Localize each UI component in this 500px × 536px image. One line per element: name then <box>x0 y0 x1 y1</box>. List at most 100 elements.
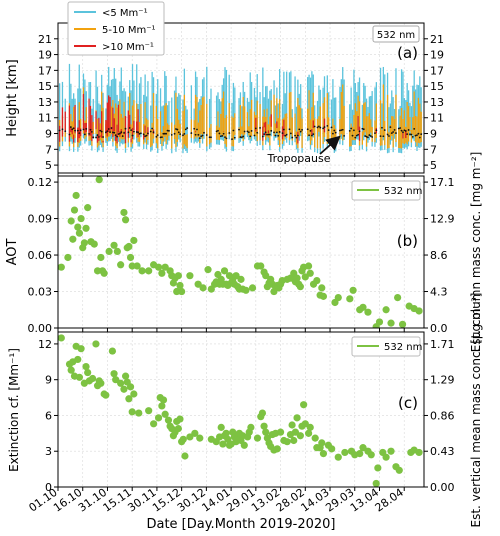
tropopause-dot <box>416 134 418 137</box>
tropopause-dot <box>392 131 395 133</box>
data-point <box>288 421 296 429</box>
panel-b-y-ticks: 0.00 0.0 0.03 4.3 0.06 8.6 0.09 12.9 0.12 17.1 <box>28 176 455 335</box>
tropopause-dot <box>179 133 182 136</box>
tropopause-dot <box>332 132 334 135</box>
tropopause-dot <box>82 128 85 131</box>
y-tick-label: 19 <box>38 49 52 62</box>
panel-c-points <box>58 334 423 487</box>
tropopause-dot <box>361 127 364 130</box>
tropopause-dot <box>281 132 284 135</box>
data-point <box>164 416 173 424</box>
tropopause-dot <box>100 130 103 133</box>
data-point <box>135 409 143 417</box>
data-point <box>82 362 90 371</box>
tropopause-dot <box>163 132 166 135</box>
x-tick-label: 28.04 <box>373 486 406 515</box>
tropopause-dot <box>166 129 169 132</box>
data-point <box>191 429 199 437</box>
tropopause-dot <box>142 133 145 136</box>
tropopause-dot <box>249 135 252 138</box>
data-point <box>158 269 166 277</box>
tropopause-dot <box>225 137 228 140</box>
data-point <box>84 204 92 212</box>
data-point <box>84 368 92 377</box>
panel-c-y-ticks: 0 0.00 3 0.43 6 0.86 9 1.29 12 1.71 <box>38 338 455 494</box>
data-point <box>240 441 248 449</box>
tropopause-dot <box>102 136 104 138</box>
data-point <box>75 373 84 381</box>
panel-c: 0 0.00 3 0.43 6 0.86 9 1.29 12 1.71 Extinction cf… <box>7 293 483 528</box>
data-point <box>108 347 117 355</box>
tropopause-dot <box>182 134 184 137</box>
data-point <box>128 262 136 270</box>
data-point <box>93 267 102 275</box>
data-point <box>154 263 163 271</box>
data-point <box>394 294 402 302</box>
tropopause-dot <box>222 132 225 135</box>
panel-c-ylabel-right: Est. vertical mean mass conc. [µg m⁻³] <box>469 293 483 528</box>
data-point <box>145 407 153 415</box>
panel-b-ylabel-right: Est. column mass conc. [mg m⁻²] <box>469 152 483 353</box>
data-point <box>319 450 328 458</box>
tropopause-dot <box>270 129 273 132</box>
tropopause-dot <box>131 134 134 137</box>
tropopause-dot <box>149 130 152 133</box>
tropopause-dot <box>374 132 376 135</box>
tropopause-dot <box>323 126 326 128</box>
panel-b-ylabel: AOT <box>5 239 20 266</box>
data-point <box>387 319 395 327</box>
data-point <box>318 439 326 447</box>
tropopause-dot <box>203 131 205 134</box>
data-point <box>97 253 105 262</box>
tropopause-dot <box>231 138 233 141</box>
tropopause-dot <box>165 132 168 135</box>
y-tick-label-right: 12.9 <box>430 213 455 226</box>
data-point <box>204 266 212 274</box>
tropopause-dot <box>151 127 154 130</box>
tropopause-dot <box>144 135 147 138</box>
y-tick-label-right: 21 <box>430 33 444 46</box>
data-point <box>74 223 82 231</box>
data-point <box>125 242 133 251</box>
tropopause-dot <box>99 129 102 132</box>
data-point <box>291 428 300 436</box>
panel-b-label: (b) <box>397 232 418 250</box>
legend-box <box>67 1 165 56</box>
data-point <box>100 269 108 277</box>
tropopause-dot <box>88 133 90 135</box>
data-point <box>72 191 80 200</box>
data-point <box>311 434 319 442</box>
data-point <box>273 445 281 453</box>
tropopause-dot <box>127 131 130 134</box>
data-point <box>186 433 194 441</box>
legend-label-mid: 5-10 Mm⁻¹ <box>102 25 156 36</box>
tropopause-dot <box>152 131 155 134</box>
wavelength-box <box>372 25 420 43</box>
data-point <box>120 208 128 217</box>
panel-a: 5 5 7 7 9 9 11 11 13 13 15 15 17 17 19 19 21 21 Height [k… <box>5 22 444 174</box>
data-point <box>58 334 65 342</box>
tropopause-dot <box>348 129 351 132</box>
data-point <box>90 240 98 248</box>
data-point <box>133 262 141 270</box>
tropopause-dot <box>264 131 267 134</box>
tropopause-dot <box>104 131 107 134</box>
tropopause-dot <box>301 128 303 131</box>
data-point <box>105 247 113 255</box>
data-point <box>242 286 250 294</box>
data-point <box>237 275 245 283</box>
data-point <box>67 217 75 225</box>
tropopause-dot <box>76 129 79 132</box>
y-tick-label-right: 13 <box>430 96 444 109</box>
tropopause-dot <box>362 128 365 131</box>
tropopause-dot <box>155 135 158 138</box>
data-point <box>145 267 153 275</box>
tropopause-dot <box>254 127 257 130</box>
tropopause-dot <box>413 127 416 130</box>
data-point <box>176 281 184 290</box>
tropopause-dot <box>128 127 131 129</box>
tropopause-dot <box>334 131 337 134</box>
y-tick-label-right: 9 <box>430 128 437 141</box>
data-point <box>283 438 291 446</box>
tropopause-dot <box>355 134 358 137</box>
